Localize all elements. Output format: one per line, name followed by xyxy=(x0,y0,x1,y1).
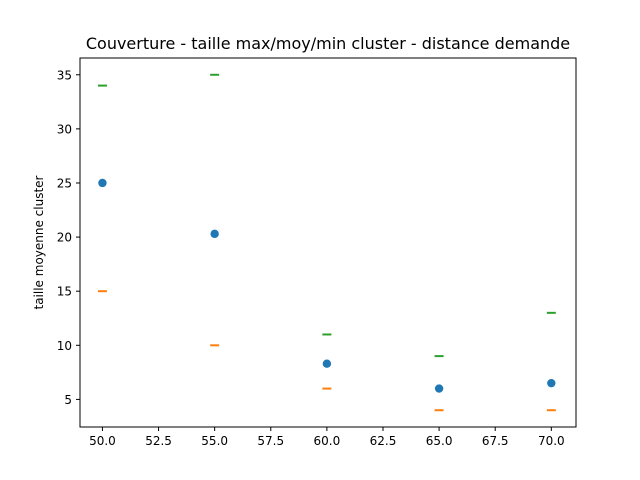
data-point xyxy=(322,359,332,368)
data-point xyxy=(210,229,219,239)
chart-title: Couverture - taille max/moy/min cluster … xyxy=(86,34,570,53)
x-tick-label: 57.5 xyxy=(257,434,284,448)
y-tick-label: 20 xyxy=(57,231,72,245)
y-axis-label: taille moyenne cluster xyxy=(32,175,46,309)
y-tick-label: 35 xyxy=(57,68,72,82)
plot-background xyxy=(80,58,576,427)
x-tick-label: 55.0 xyxy=(201,434,228,448)
y-tick-label: 5 xyxy=(64,393,72,407)
y-tick-label: 15 xyxy=(57,285,72,299)
x-tick-label: 70.0 xyxy=(538,434,565,448)
y-tick-label: 30 xyxy=(57,122,72,136)
x-tick-label: 67.5 xyxy=(482,434,509,448)
x-tick-label: 60.0 xyxy=(314,434,341,448)
x-tick-label: 50.0 xyxy=(89,434,116,448)
data-point xyxy=(547,378,556,388)
y-axis-ticks: 5 10 15 20 25 30 35 xyxy=(57,68,80,407)
y-tick-label: 10 xyxy=(57,339,72,353)
x-tick-label: 65.0 xyxy=(426,434,453,448)
x-axis-ticks: 50.0 52.5 55.0 57.5 60.0 62.5 65.0 67.5 70.0 xyxy=(89,427,565,448)
x-tick-label: 52.5 xyxy=(145,434,172,448)
data-marks xyxy=(97,73,556,412)
plot-frame xyxy=(79,57,577,428)
data-point xyxy=(98,178,107,188)
y-tick-label: 25 xyxy=(57,176,72,190)
x-tick-label: 62.5 xyxy=(370,434,397,448)
plot-area: 50.0 52.5 55.0 57.5 60.0 62.5 65.0 67.5 70.0 5 10… xyxy=(57,57,577,448)
data-point xyxy=(434,384,444,393)
